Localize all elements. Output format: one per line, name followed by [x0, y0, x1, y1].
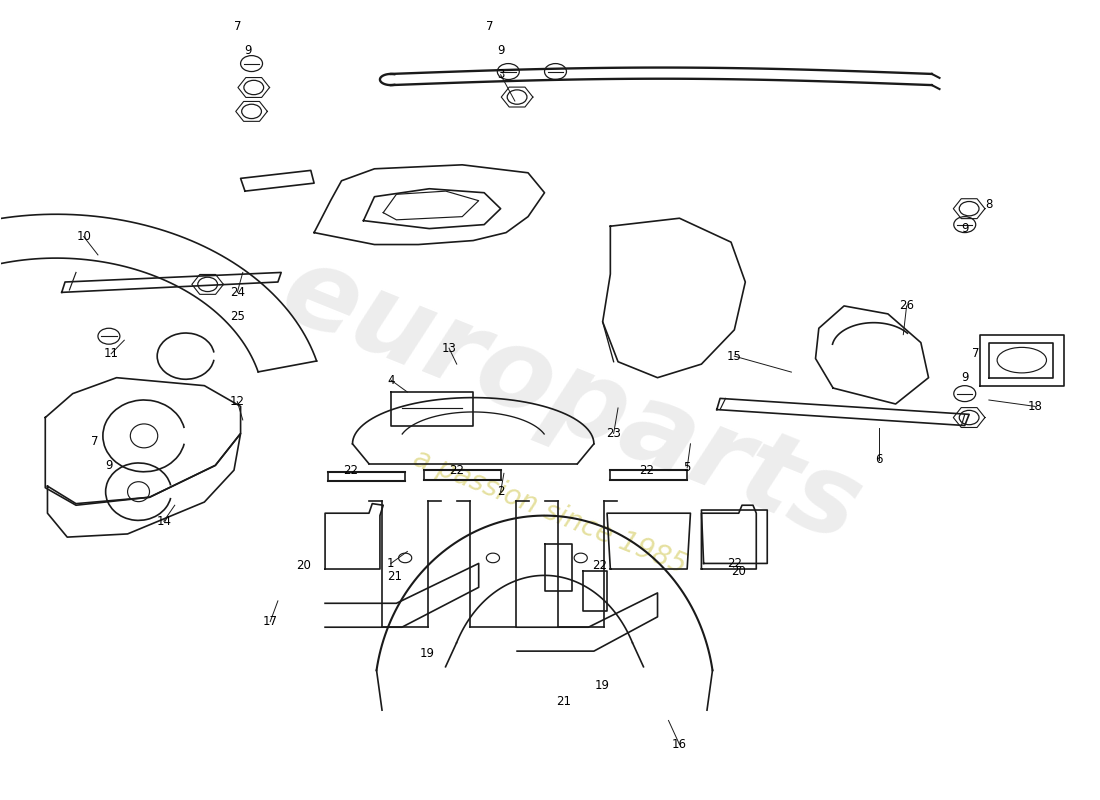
Text: 26: 26: [899, 299, 914, 313]
Text: 17: 17: [263, 615, 277, 628]
Text: 22: 22: [343, 464, 358, 477]
Text: 12: 12: [230, 395, 245, 408]
Text: 5: 5: [683, 462, 691, 474]
Text: 11: 11: [103, 347, 119, 360]
Text: 9: 9: [106, 459, 112, 472]
Text: 15: 15: [727, 350, 741, 362]
Text: 22: 22: [449, 464, 464, 477]
Text: 21: 21: [387, 570, 402, 583]
Text: europarts: europarts: [267, 235, 877, 565]
Text: 9: 9: [961, 222, 968, 235]
Text: 19: 19: [595, 679, 610, 692]
Text: 1: 1: [387, 557, 395, 570]
Text: 13: 13: [441, 342, 456, 354]
Text: 10: 10: [76, 230, 91, 243]
Text: 9: 9: [244, 44, 252, 58]
Text: 9: 9: [497, 44, 505, 58]
Text: 7: 7: [91, 435, 98, 448]
Text: 20: 20: [296, 559, 310, 572]
Text: a passion since 1985: a passion since 1985: [409, 444, 691, 579]
Text: 19: 19: [419, 647, 435, 660]
Text: 7: 7: [972, 347, 979, 360]
Text: 2: 2: [497, 485, 505, 498]
Text: 23: 23: [606, 427, 621, 440]
Text: 25: 25: [230, 310, 244, 322]
Text: 24: 24: [230, 286, 245, 299]
Text: 16: 16: [672, 738, 688, 751]
Text: 4: 4: [387, 374, 395, 386]
Text: 22: 22: [727, 557, 741, 570]
Text: 21: 21: [556, 695, 571, 708]
Text: 18: 18: [1027, 400, 1043, 413]
Text: 7: 7: [486, 21, 494, 34]
Text: 20: 20: [732, 565, 746, 578]
Text: 14: 14: [156, 514, 172, 528]
Text: 7: 7: [233, 21, 241, 34]
Text: 3: 3: [497, 68, 504, 82]
Text: 22: 22: [639, 464, 654, 477]
Text: 22: 22: [592, 559, 607, 572]
Text: 9: 9: [961, 371, 968, 384]
Text: 6: 6: [876, 454, 883, 466]
Text: 8: 8: [986, 198, 992, 211]
